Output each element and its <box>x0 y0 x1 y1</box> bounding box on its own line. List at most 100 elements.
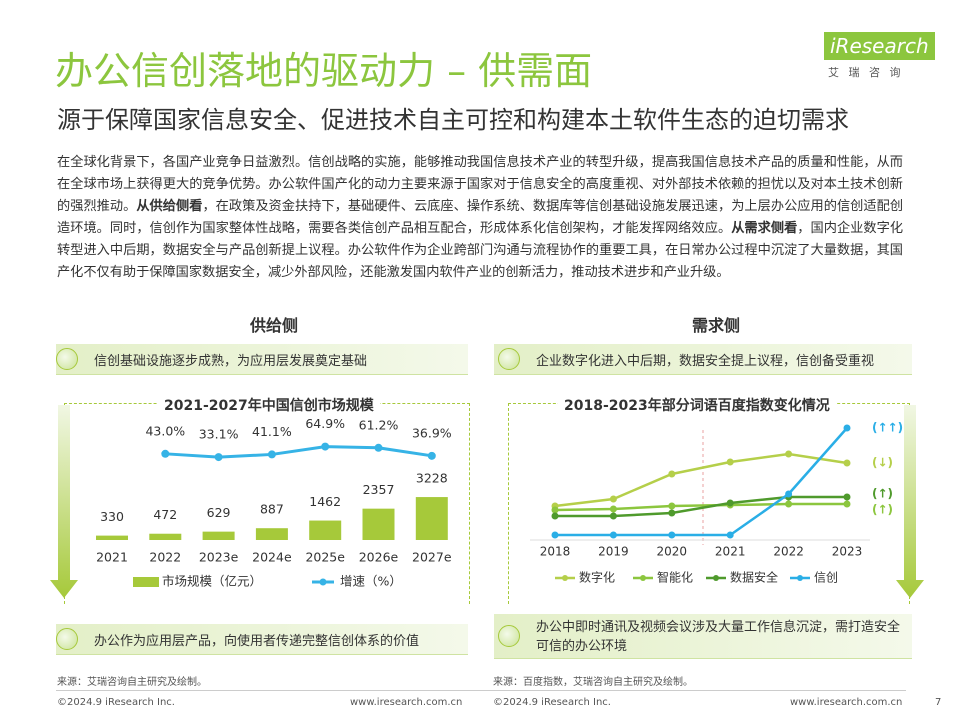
trend-label: (↑↑) <box>872 421 903 435</box>
series-dot <box>843 424 851 432</box>
body-text: 在全球化背景下，各国产业竞争日益激烈。信创战略的实施，能够推动我国信息技术产业的… <box>57 152 903 284</box>
bar <box>415 497 448 540</box>
url: www.iresearch.com.cn <box>790 697 903 708</box>
callout-bar <box>56 624 468 655</box>
x-tick-label: 2027e <box>412 550 452 565</box>
series-dot <box>668 502 676 510</box>
x-tick-label: 2020 <box>657 545 688 559</box>
callout-bar <box>494 614 912 659</box>
series-dot <box>551 506 559 514</box>
trend-label: (↓) <box>872 456 893 470</box>
bar <box>149 533 182 540</box>
growth-dot <box>267 450 276 459</box>
chart-title: 2021-2027年中国信创市场规模 <box>158 395 380 415</box>
callout-dot <box>498 348 520 370</box>
x-tick-label: 2023 <box>832 545 863 559</box>
body-segment: 从需求侧看 <box>731 221 798 236</box>
copyright: ©2024.9 iResearch Inc. <box>57 697 175 708</box>
copyright: ©2024.9 iResearch Inc. <box>493 697 611 708</box>
legend-swatch <box>797 575 803 581</box>
legend-swatch <box>319 578 327 586</box>
x-tick-label: 2025e <box>305 550 345 565</box>
page-number: 7 <box>935 697 942 708</box>
x-tick-label: 2023e <box>199 550 239 565</box>
callout-dot <box>498 625 520 647</box>
chart-title: 2018-2023年部分词语百度指数变化情况 <box>558 395 836 415</box>
legend-swatch <box>133 577 159 587</box>
legend-label: 信创 <box>814 571 838 585</box>
bar-label: 1462 <box>309 494 341 509</box>
series-dot <box>843 459 851 467</box>
callout-text: 信创基础设施逐步成熟，为应用层发展奠定基础 <box>94 354 368 369</box>
series-dot <box>551 512 559 520</box>
series-line <box>554 452 848 508</box>
flow-arrow <box>896 405 924 598</box>
body-segment: 从供给侧看 <box>136 199 203 214</box>
series-dot <box>726 458 734 466</box>
flow-arrow <box>50 405 78 598</box>
series-dot <box>609 531 617 539</box>
bar-label: 330 <box>100 509 124 524</box>
bar-label: 2357 <box>363 482 395 497</box>
page-title: 办公信创落地的驱动力 – 供需面 <box>55 49 593 93</box>
x-tick-label: 2026e <box>359 550 399 565</box>
series-dot <box>668 531 676 539</box>
series-line <box>555 495 847 518</box>
series-line <box>555 427 848 537</box>
trend-label: (↑) <box>872 487 893 501</box>
series-dot <box>726 531 734 539</box>
callout-bar <box>56 344 468 375</box>
callout-dot <box>56 628 78 650</box>
body-segment: 在全球化背景下，各国产业竞争日益激烈。信创战略的实施，能够推动我国信息技术产业的… <box>57 155 903 214</box>
bar-label: 887 <box>260 502 284 517</box>
growth-dot <box>214 453 223 462</box>
x-tick-label: 2022 <box>149 550 181 565</box>
series-dot <box>668 470 676 478</box>
x-tick-label: 2018 <box>540 545 571 559</box>
growth-label: 41.1% <box>252 424 292 439</box>
page-subtitle: 源于保障国家信息安全、促进技术自主可控和构建本土软件生态的迫切需求 <box>57 106 849 134</box>
bar <box>309 520 342 540</box>
bar <box>202 531 235 540</box>
x-tick-label: 2021 <box>96 550 128 565</box>
growth-dot <box>321 442 330 451</box>
growth-dot <box>374 443 383 452</box>
growth-dot <box>427 451 436 460</box>
legend-swatch <box>562 575 568 581</box>
callout-text: 企业数字化进入中后期，数据安全提上议程，信创备受重视 <box>536 354 875 369</box>
x-tick-label: 2021 <box>715 545 746 559</box>
series-line <box>554 502 847 512</box>
legend-swatch <box>640 575 646 581</box>
series-dot <box>785 490 793 498</box>
x-tick-label: 2024e <box>252 550 292 565</box>
bar <box>255 528 288 540</box>
growth-label: 36.9% <box>412 425 452 440</box>
legend-label: 数字化 <box>579 570 615 585</box>
growth-label: 61.2% <box>359 417 399 432</box>
series-dot <box>843 493 851 501</box>
section-heading: 供给侧 <box>250 316 299 335</box>
x-tick-label: 2019 <box>598 545 629 559</box>
series-dot <box>609 512 617 520</box>
legend-label: 数据安全 <box>730 570 778 585</box>
logo: iResearch <box>824 32 935 60</box>
growth-label: 64.9% <box>305 416 345 431</box>
logo-sub: 艾 瑞 咨 询 <box>828 66 904 79</box>
growth-line <box>165 445 433 459</box>
url: www.iresearch.com.cn <box>350 697 463 708</box>
series-dot <box>668 509 676 517</box>
series-dot <box>785 450 793 458</box>
series-dot <box>609 505 617 513</box>
bar-label: 3228 <box>416 471 448 486</box>
callout-bar <box>494 344 912 375</box>
series-dot <box>726 499 734 507</box>
body-segment: ，国内企业数字化转型进入中后期，数据安全与产品创新提上议程。办公软件作为企业跨部… <box>57 221 904 280</box>
legend-label: 增速（%） <box>340 574 402 589</box>
growth-dot <box>161 449 170 458</box>
footer-rule <box>56 690 906 691</box>
bar <box>362 508 395 540</box>
bar-label: 472 <box>153 507 177 522</box>
trend-label: (↑) <box>872 503 893 517</box>
